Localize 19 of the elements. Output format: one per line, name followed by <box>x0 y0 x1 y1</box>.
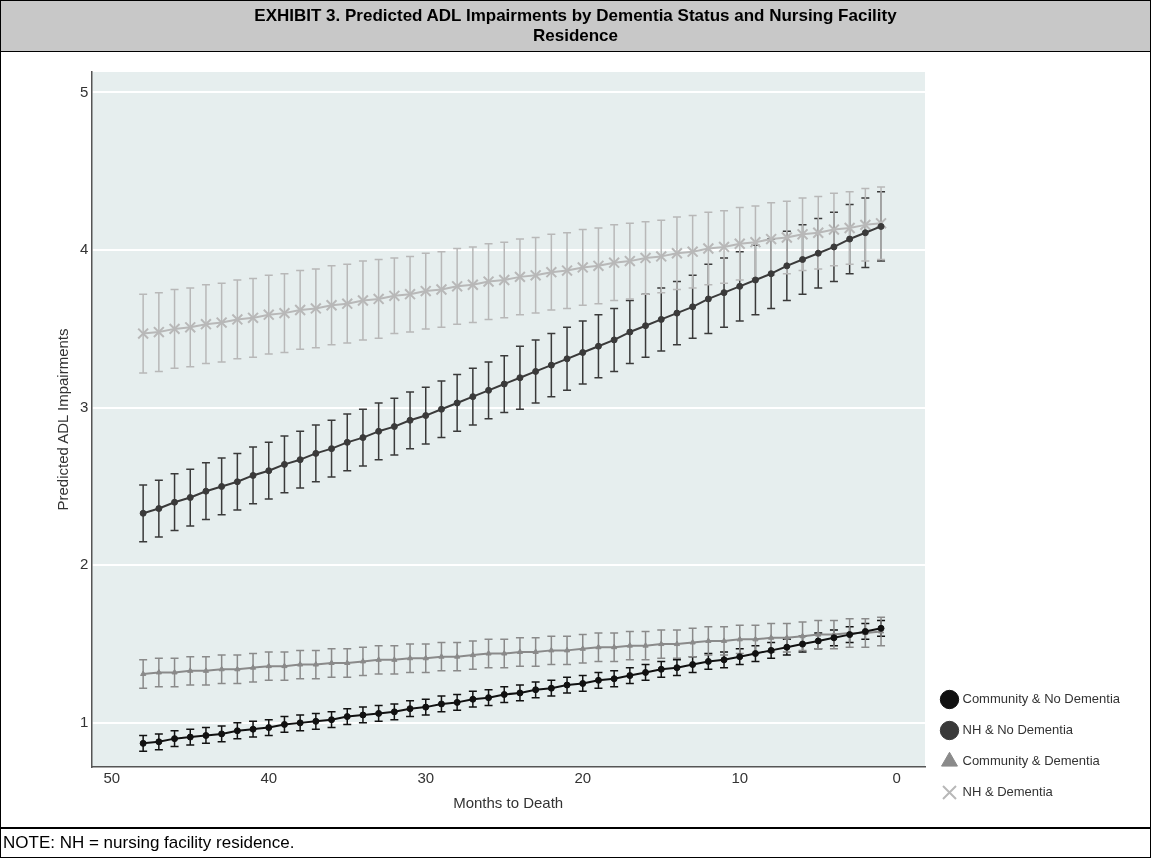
x-tick-label: 50 <box>103 769 121 787</box>
x-tick-label: 40 <box>260 769 278 787</box>
text: NOTE: NH = nursing facility residence. <box>1 827 1150 857</box>
y-axis-title: Predicted ADL Impairments <box>54 328 72 511</box>
y-tick-label: 3 <box>80 397 89 415</box>
legend-label: Community & Dementia <box>962 753 1101 769</box>
x-axis-title: Months to Death <box>453 794 564 812</box>
y-tick-label: 5 <box>80 82 89 100</box>
y-tick-label: 1 <box>80 713 89 731</box>
legend-label: NH & Dementia <box>962 784 1054 800</box>
legend-label: NH & No Dementia <box>962 722 1074 738</box>
x-tick-label: 10 <box>731 769 749 787</box>
x-tick-label: 30 <box>417 769 435 787</box>
y-tick-label: 2 <box>80 555 89 573</box>
legend-label: Community & No Dementia <box>962 691 1121 707</box>
x-tick-label: 20 <box>574 769 592 787</box>
chart-title: EXHIBIT 3. Predicted ADL Impairments by Dementia Status and Nursing Facility Residence <box>253 6 898 46</box>
x-tick-label: 0 <box>892 769 901 787</box>
y-tick-label: 4 <box>80 240 89 258</box>
